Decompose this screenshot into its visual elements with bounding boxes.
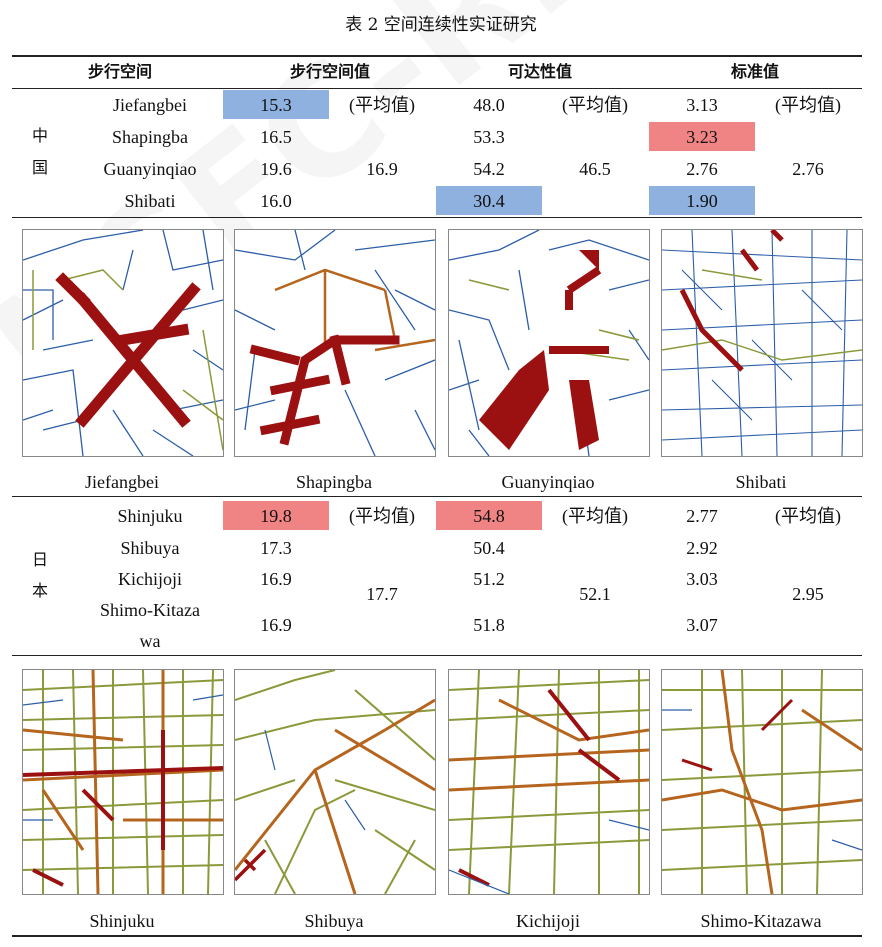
- china-row-access: 53.3: [473, 127, 505, 147]
- map-guanyinqiao: [448, 229, 650, 457]
- map-label-shinjuku: Shinjuku: [89, 911, 155, 931]
- highlight-shapingba-std: [649, 122, 755, 151]
- region-japan-1: 日: [31, 550, 48, 569]
- japan-row-std: 3.07: [686, 615, 718, 635]
- highlight-shibati-std: [649, 186, 755, 215]
- japan-bottom-rule: [12, 655, 862, 656]
- map-shimo-kitazawa: [661, 669, 863, 895]
- top-rule: [12, 55, 862, 57]
- header-space: 步行空间: [87, 62, 152, 81]
- japan-avg-value: 17.7: [366, 584, 398, 604]
- japan-row-access: 50.4: [473, 538, 505, 558]
- table-caption: 表 2 空间连续性实证研究: [345, 15, 537, 35]
- japan-row-name: Shibuya: [120, 538, 180, 558]
- japan-avg-std: 2.95: [792, 584, 824, 604]
- china-avg-std: 2.76: [792, 159, 824, 179]
- china-row-std: 3.13: [686, 95, 718, 115]
- avg-note-std: (平均值): [775, 95, 841, 115]
- china-avg-value: 16.9: [366, 159, 398, 179]
- japan-row-value: 16.9: [260, 569, 292, 589]
- japan-row-value: 19.8: [260, 506, 292, 526]
- japan-row-value: 16.9: [260, 615, 292, 635]
- header-rule: [12, 88, 862, 89]
- map-shibuya: [234, 669, 436, 895]
- map-kichijoji: [448, 669, 650, 895]
- japan-row-access: 54.8: [473, 506, 505, 526]
- china-row-name: Shapingba: [112, 127, 188, 147]
- map-label-shibuya: Shibuya: [304, 911, 364, 931]
- map-shibati: [661, 229, 863, 457]
- map-label-shibati: Shibati: [735, 472, 787, 492]
- highlight-shibati-access: [436, 186, 542, 215]
- china-row-std: 1.90: [686, 191, 718, 211]
- highlight-shinjuku-value: [223, 501, 329, 530]
- region-china-1: 中: [31, 126, 48, 145]
- region-japan-2: 本: [31, 581, 48, 600]
- japan-row-name-line2: wa: [139, 631, 161, 651]
- china-row-std: 3.23: [686, 127, 718, 147]
- china-row-access: 48.0: [473, 95, 505, 115]
- china-avg-access: 46.5: [579, 159, 611, 179]
- map-label-kichijoji: Kichijoji: [516, 911, 580, 931]
- map-label-jiefangbei: Jiefangbei: [85, 472, 159, 492]
- bottom-rule: [12, 935, 862, 937]
- map-shinjuku: [22, 669, 224, 895]
- avg-note-value: (平均值): [349, 95, 415, 115]
- china-bottom-rule: [12, 217, 862, 218]
- china-row-name: Guanyinqiao: [103, 159, 197, 179]
- avg-note-access: (平均值): [562, 506, 628, 526]
- china-maps-bottom-rule: [12, 496, 862, 497]
- avg-note-value: (平均值): [349, 506, 415, 526]
- japan-row-access: 51.2: [473, 569, 505, 589]
- map-jiefangbei: [22, 229, 224, 457]
- japan-avg-access: 52.1: [579, 584, 611, 604]
- china-row-access: 54.2: [473, 159, 505, 179]
- china-row-access: 30.4: [473, 191, 505, 211]
- map-label-shapingba: Shapingba: [296, 472, 372, 492]
- china-row-name: Shibati: [124, 191, 176, 211]
- avg-note-access: (平均值): [562, 95, 628, 115]
- header-access: 可达性值: [507, 62, 572, 81]
- japan-row-value: 17.3: [260, 538, 292, 558]
- china-row-value: 19.6: [260, 159, 292, 179]
- japan-row-std: 3.03: [686, 569, 718, 589]
- japan-row-name: Shinjuku: [117, 506, 183, 526]
- japan-row-name: Kichijoji: [118, 569, 182, 589]
- japan-row-name-line1: Shimo-Kitaza: [100, 600, 200, 620]
- map-label-shimo-kitazawa: Shimo-Kitazawa: [700, 911, 822, 931]
- japan-row-std: 2.92: [686, 538, 718, 558]
- china-row-value: 16.0: [260, 191, 292, 211]
- japan-row-access: 51.8: [473, 615, 505, 635]
- china-row-name: Jiefangbei: [113, 95, 187, 115]
- map-shapingba: [234, 229, 436, 457]
- region-china-2: 国: [31, 158, 48, 177]
- header-value: 步行空间值: [289, 62, 370, 81]
- highlight-jiefangbei-value: [223, 90, 329, 119]
- china-row-value: 16.5: [260, 127, 292, 147]
- avg-note-std: (平均值): [775, 506, 841, 526]
- header-std: 标准值: [730, 62, 779, 81]
- china-row-std: 2.76: [686, 159, 718, 179]
- china-row-value: 15.3: [260, 95, 292, 115]
- japan-row-std: 2.77: [686, 506, 718, 526]
- highlight-shinjuku-access: [436, 501, 542, 530]
- map-label-guanyinqiao: Guanyinqiao: [501, 472, 595, 492]
